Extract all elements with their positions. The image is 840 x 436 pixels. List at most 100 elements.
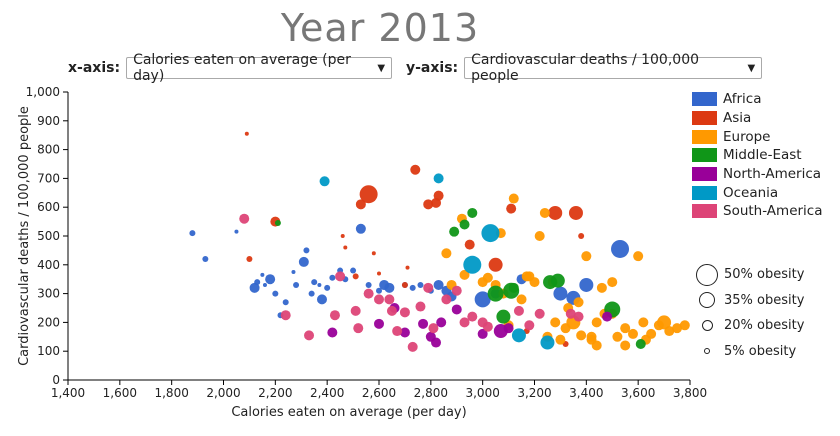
data-point-middle-east (449, 226, 460, 237)
data-point-africa (384, 282, 395, 293)
data-point-south-america (482, 321, 493, 332)
data-point-europe (620, 323, 631, 334)
legend-swatch (692, 167, 717, 182)
data-point-africa (324, 284, 331, 291)
x-axis-picker: x-axis: Calories eaten on average (per d… (68, 52, 393, 84)
data-point-south-america (459, 317, 470, 328)
data-point-middle-east (459, 219, 470, 230)
size-legend-item: 50% obesity (694, 262, 804, 288)
data-point-south-america (534, 308, 545, 319)
data-point-europe (482, 272, 493, 283)
data-point-africa (376, 287, 382, 294)
legend-swatch (692, 129, 717, 144)
data-point-middle-east (635, 339, 646, 349)
legend-swatch (692, 204, 717, 219)
data-point-europe (672, 323, 683, 334)
data-point-asia (433, 190, 444, 201)
data-point-asia (371, 251, 376, 256)
y-axis-select[interactable]: Cardiovascular deaths / 100,000 people ▼ (464, 52, 763, 84)
data-point-south-america (407, 341, 418, 352)
data-point-asia (340, 234, 345, 238)
y-tick-label: 100 (37, 344, 60, 358)
y-axis-picker: y-axis: Cardiovascular deaths / 100,000 … (406, 52, 763, 84)
data-point-north-america (477, 328, 488, 339)
data-point-europe (529, 277, 540, 288)
x-tick-label: 3,800 (673, 386, 707, 400)
legend-item-middle-east: Middle-East (692, 146, 823, 165)
y-tick-label: 500 (37, 229, 60, 243)
x-tick-label: 3,600 (621, 386, 655, 400)
data-point-europe (664, 326, 675, 337)
legend-swatch (692, 111, 717, 126)
size-legend-label: 5% obesity (724, 343, 797, 359)
data-point-africa (262, 282, 267, 287)
data-point-asia (355, 199, 366, 210)
data-point-europe (539, 207, 550, 218)
data-point-asia (464, 239, 475, 250)
data-point-south-america (392, 326, 403, 337)
size-circle-icon (694, 263, 720, 286)
legend-swatch (692, 148, 717, 163)
x-axis-caret-icon: ▼ (377, 62, 386, 74)
data-point-south-america (304, 330, 315, 341)
legend-swatch (692, 185, 717, 200)
size-legend-item: 35% obesity (694, 288, 804, 314)
data-point-middle-east (508, 282, 519, 293)
x-axis-title: Calories eaten on average (per day) (231, 405, 466, 420)
data-point-north-america (431, 337, 442, 348)
data-point-oceania (319, 176, 330, 187)
data-point-africa (365, 281, 372, 288)
data-point-south-america (399, 307, 410, 318)
x-tick-label: 2,000 (206, 386, 240, 400)
data-point-europe (521, 271, 532, 282)
x-tick-label: 1,400 (51, 386, 85, 400)
data-point-europe (591, 317, 602, 328)
data-point-asia (578, 233, 585, 239)
data-point-south-america (363, 288, 374, 299)
size-circle-icon (694, 320, 720, 332)
data-point-north-america (399, 327, 410, 338)
data-point-africa (355, 223, 366, 234)
y-tick-label: 400 (37, 258, 60, 272)
size-legend: 50% obesity 35% obesity 20% obesity 5% obes… (694, 262, 804, 364)
data-point-africa (329, 274, 336, 281)
data-point-asia (506, 203, 517, 214)
data-point-europe (638, 317, 649, 328)
data-point-africa (189, 230, 196, 237)
data-point-south-america (386, 305, 397, 316)
data-point-south-america (441, 294, 452, 305)
legend-item-europe: Europe (692, 127, 823, 146)
x-axis-select[interactable]: Calories eaten on average (per day) ▼ (126, 52, 393, 84)
data-point-oceania (433, 173, 444, 184)
data-point-africa (303, 247, 310, 254)
x-tick-label: 2,200 (258, 386, 292, 400)
data-point-asia (423, 199, 434, 210)
data-point-middle-east (550, 273, 565, 288)
x-axis-select-value: Calories eaten on average (per day) (133, 52, 351, 84)
data-point-europe (633, 251, 644, 262)
data-point-north-america (418, 318, 429, 329)
data-point-oceania (511, 328, 526, 343)
legend-label: Africa (723, 91, 762, 108)
x-tick-label: 2,400 (310, 386, 344, 400)
data-point-south-america (467, 311, 478, 322)
data-point-south-america (384, 294, 395, 305)
size-legend-item: 20% obesity (694, 313, 804, 339)
data-point-europe (657, 315, 672, 330)
data-point-europe (612, 331, 623, 342)
data-point-europe (596, 282, 607, 293)
legend-item-africa: Africa (692, 90, 823, 109)
data-point-south-america (513, 305, 524, 316)
region-legend: Africa Asia Europe Middle-East North-America… (692, 90, 823, 221)
data-point-middle-east (274, 220, 281, 227)
data-point-north-america (327, 327, 338, 338)
legend-label: Oceania (723, 184, 779, 201)
size-circle-icon (694, 348, 720, 355)
data-point-africa (417, 281, 424, 288)
x-tick-label: 3,000 (465, 386, 499, 400)
data-point-oceania (540, 335, 555, 350)
y-tick-label: 200 (37, 315, 60, 329)
y-tick-label: 1,000 (26, 85, 60, 99)
data-point-africa (317, 282, 322, 287)
